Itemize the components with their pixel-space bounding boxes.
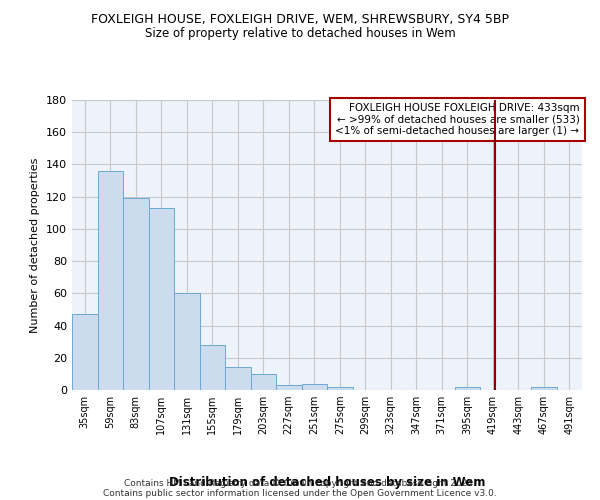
- Bar: [327, 387, 353, 390]
- Bar: [199, 345, 225, 390]
- Bar: [123, 198, 149, 390]
- Bar: [251, 374, 276, 390]
- Bar: [531, 387, 557, 390]
- Text: FOXLEIGH HOUSE FOXLEIGH DRIVE: 433sqm
← >99% of detached houses are smaller (533: FOXLEIGH HOUSE FOXLEIGH DRIVE: 433sqm ← …: [335, 103, 580, 136]
- Bar: [225, 368, 251, 390]
- Bar: [174, 294, 199, 390]
- Text: Size of property relative to detached houses in Wem: Size of property relative to detached ho…: [145, 28, 455, 40]
- Text: Contains public sector information licensed under the Open Government Licence v3: Contains public sector information licen…: [103, 488, 497, 498]
- Text: FOXLEIGH HOUSE, FOXLEIGH DRIVE, WEM, SHREWSBURY, SY4 5BP: FOXLEIGH HOUSE, FOXLEIGH DRIVE, WEM, SHR…: [91, 12, 509, 26]
- Bar: [455, 387, 480, 390]
- X-axis label: Distribution of detached houses by size in Wem: Distribution of detached houses by size …: [169, 476, 485, 489]
- Bar: [97, 171, 123, 390]
- Bar: [72, 314, 97, 390]
- Y-axis label: Number of detached properties: Number of detached properties: [31, 158, 40, 332]
- Bar: [149, 208, 174, 390]
- Bar: [302, 384, 327, 390]
- Bar: [276, 385, 302, 390]
- Text: Contains HM Land Registry data © Crown copyright and database right 2024.: Contains HM Land Registry data © Crown c…: [124, 478, 476, 488]
